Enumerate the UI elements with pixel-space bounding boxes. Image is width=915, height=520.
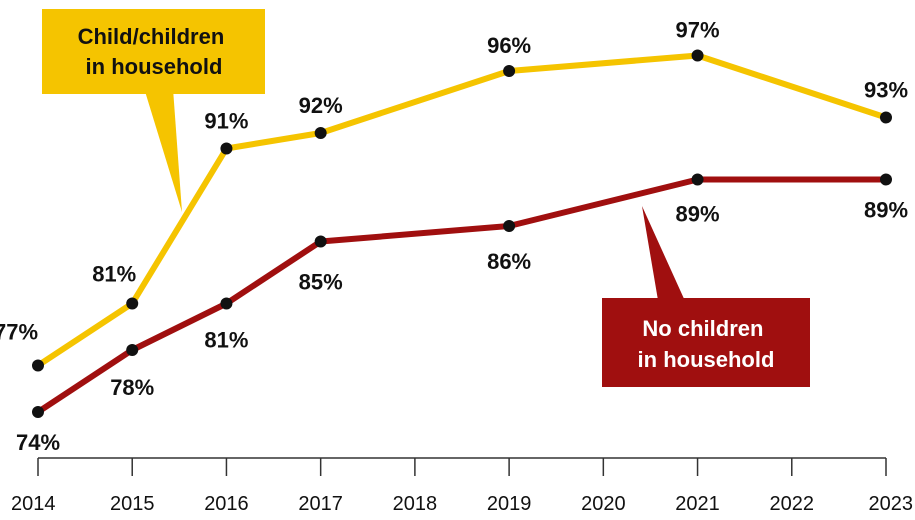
callout-child: Child/children in household [42, 9, 265, 212]
x-tick-label: 2014 [11, 493, 56, 515]
data-point [220, 297, 233, 310]
data-point [32, 359, 44, 372]
x-tick-label: 2019 [487, 493, 532, 515]
data-label: 81% [92, 262, 136, 287]
data-point [691, 49, 704, 62]
callout-nochild: No children in household [602, 206, 810, 387]
data-point [503, 65, 516, 77]
data-label: 97% [676, 18, 720, 43]
series-0: 77% 81% 91% 92% 96% 97% 93% [0, 18, 908, 372]
svg-text:Child/children in househ: Child/children in household [78, 24, 231, 79]
data-label: 81% [204, 328, 248, 353]
callout-child-line-2: in household [86, 54, 223, 79]
x-tick-label: 2021 [675, 493, 720, 515]
x-tick-label: 2015 [110, 493, 155, 515]
data-point [220, 142, 233, 155]
data-point [880, 173, 892, 186]
callout-nochild-pointer [642, 206, 690, 312]
x-tick-label: 2016 [204, 493, 249, 515]
data-point [314, 235, 327, 248]
callout-child-box [42, 9, 265, 94]
series-1: 74% 78% 81% 85% 86% 89% 89% [16, 173, 908, 455]
data-point [32, 406, 44, 418]
data-label: 78% [110, 375, 154, 400]
callout-child-pointer [140, 75, 182, 212]
x-tick-label: 2020 [581, 493, 626, 515]
callout-nochild-box [602, 298, 810, 387]
data-point [126, 297, 139, 310]
data-label: 89% [676, 202, 720, 227]
data-label: 89% [864, 198, 908, 223]
x-tick-label: 2022 [770, 493, 815, 515]
data-label: 92% [299, 93, 343, 118]
svg-text:No children in household: No children in household [638, 316, 775, 372]
data-point [126, 344, 139, 356]
x-tick-label: 2018 [393, 493, 438, 515]
callout-nochild-line-2: in household [638, 347, 775, 372]
x-tick-label: 2017 [298, 493, 343, 515]
data-label: 85% [299, 270, 343, 295]
series-layer: 77% 81% 91% 92% 96% 97% 93% 74% 78% 81% 85% 86% 89% 8… [0, 18, 908, 456]
data-label: 86% [487, 249, 531, 274]
data-label: 77% [0, 320, 38, 345]
data-label: 96% [487, 33, 531, 58]
callout-child-line-1: Child/children [78, 24, 225, 49]
data-point [314, 127, 327, 139]
data-point [880, 111, 892, 124]
data-label: 91% [204, 109, 248, 134]
x-tick-label: 2023 [869, 493, 914, 515]
x-axis-ticks: 2014 2015 2016 2017 2018 2019 2020 2021 2022 2023 [11, 458, 913, 515]
data-label: 93% [864, 78, 908, 103]
callout-nochild-line-1: No children [642, 316, 763, 341]
data-label: 74% [16, 430, 60, 455]
data-point [691, 173, 704, 186]
data-point [503, 220, 516, 232]
